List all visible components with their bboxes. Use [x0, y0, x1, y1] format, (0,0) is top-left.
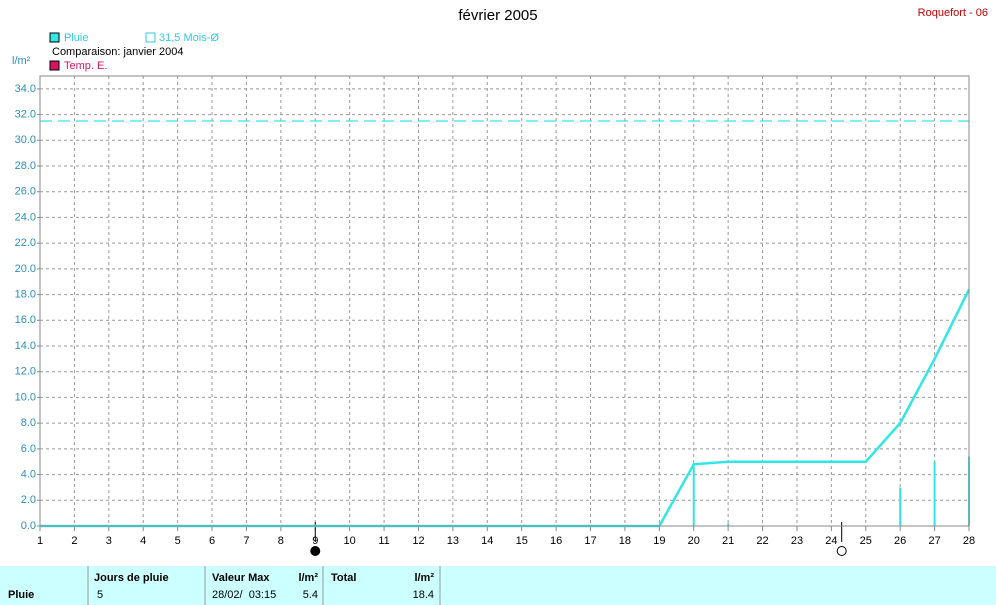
x-tick-label: 7: [243, 535, 249, 547]
y-tick-label: 18.0: [15, 288, 36, 300]
y-tick-label: 24.0: [15, 211, 36, 223]
y-tick-label: 12.0: [15, 366, 36, 378]
x-tick-label: 10: [344, 535, 356, 547]
x-tick-label: 4: [140, 535, 146, 547]
moon-phase: [836, 546, 847, 556]
x-tick-label: 17: [584, 535, 596, 547]
x-tick-label: 2: [71, 535, 77, 547]
y-tick-label: 4.0: [21, 468, 36, 480]
x-tick-label: 18: [619, 535, 631, 547]
y-axis-label: l/m²: [12, 55, 31, 67]
table-header: l/m²: [414, 572, 434, 584]
station: Roquefort - 06: [918, 7, 988, 19]
table-cell: Pluie: [8, 589, 34, 601]
x-tick-label: 15: [516, 535, 528, 547]
chart-title: février 2005: [458, 7, 537, 24]
x-tick-label: 16: [550, 535, 562, 547]
y-tick-label: 0.0: [21, 520, 36, 532]
table-cell: 5: [97, 589, 103, 601]
moon-phase: [310, 546, 321, 556]
plot-frame: [39, 75, 970, 527]
y-tick-label: 28.0: [15, 160, 36, 172]
table-cell: 5.4: [303, 589, 318, 601]
rain-cumulative-line: [40, 288, 971, 528]
y-tick-label: 20.0: [15, 263, 36, 275]
table-header: Jours de pluie: [94, 572, 169, 584]
table-cell: 18.4: [413, 589, 434, 601]
table-header: Valeur Max: [212, 572, 270, 584]
y-tick-label: 34.0: [15, 83, 36, 95]
y-tick-label: 16.0: [15, 314, 36, 326]
legend-label: Temp. E.: [64, 60, 107, 72]
x-tick-label: 23: [791, 535, 803, 547]
y-tick-label: 8.0: [21, 417, 36, 429]
y-tick-label: 2.0: [21, 494, 36, 506]
x-tick-label: 20: [688, 535, 700, 547]
x-tick-label: 3: [106, 535, 112, 547]
table-header: Total: [331, 572, 356, 584]
x-tick-label: 21: [722, 535, 734, 547]
x-tick-label: 26: [894, 535, 906, 547]
x-tick-label: 5: [175, 535, 181, 547]
legend-swatch: [49, 32, 60, 43]
x-tick-label: 1: [37, 535, 43, 547]
x-tick-label: 25: [860, 535, 872, 547]
x-tick-label: 14: [481, 535, 493, 547]
x-tick-label: 27: [928, 535, 940, 547]
x-tick-label: 19: [653, 535, 665, 547]
legend-swatch: [49, 60, 60, 71]
y-tick-label: 30.0: [15, 134, 36, 146]
x-tick-label: 11: [378, 535, 389, 547]
y-tick-label: 6.0: [21, 443, 36, 455]
y-tick-label: 22.0: [15, 237, 36, 249]
y-tick-label: 32.0: [15, 108, 36, 120]
x-tick-label: 8: [278, 535, 284, 547]
legend-label: Pluie: [64, 32, 88, 44]
table-bg: [0, 566, 996, 605]
x-tick-label: 28: [963, 535, 975, 547]
table-cell: 28/02/ 03:15: [212, 589, 276, 601]
y-tick-label: 10.0: [15, 391, 36, 403]
y-tick-label: 14.0: [15, 340, 36, 352]
table-header: l/m²: [298, 572, 318, 584]
x-tick-label: 6: [209, 535, 215, 547]
x-tick-label: 22: [756, 535, 768, 547]
x-tick-label: 13: [447, 535, 459, 547]
legend-label: 31,5 Mois-Ø: [159, 32, 219, 44]
x-tick-label: 12: [412, 535, 424, 547]
stats-table: Jours de pluie Valeur Max l/m² Total l/m…: [0, 566, 996, 605]
legend-swatch: [145, 32, 156, 43]
x-tick-label: 24: [825, 535, 837, 547]
comparison: Comparaison: janvier 2004: [52, 46, 183, 58]
y-tick-label: 26.0: [15, 186, 36, 198]
